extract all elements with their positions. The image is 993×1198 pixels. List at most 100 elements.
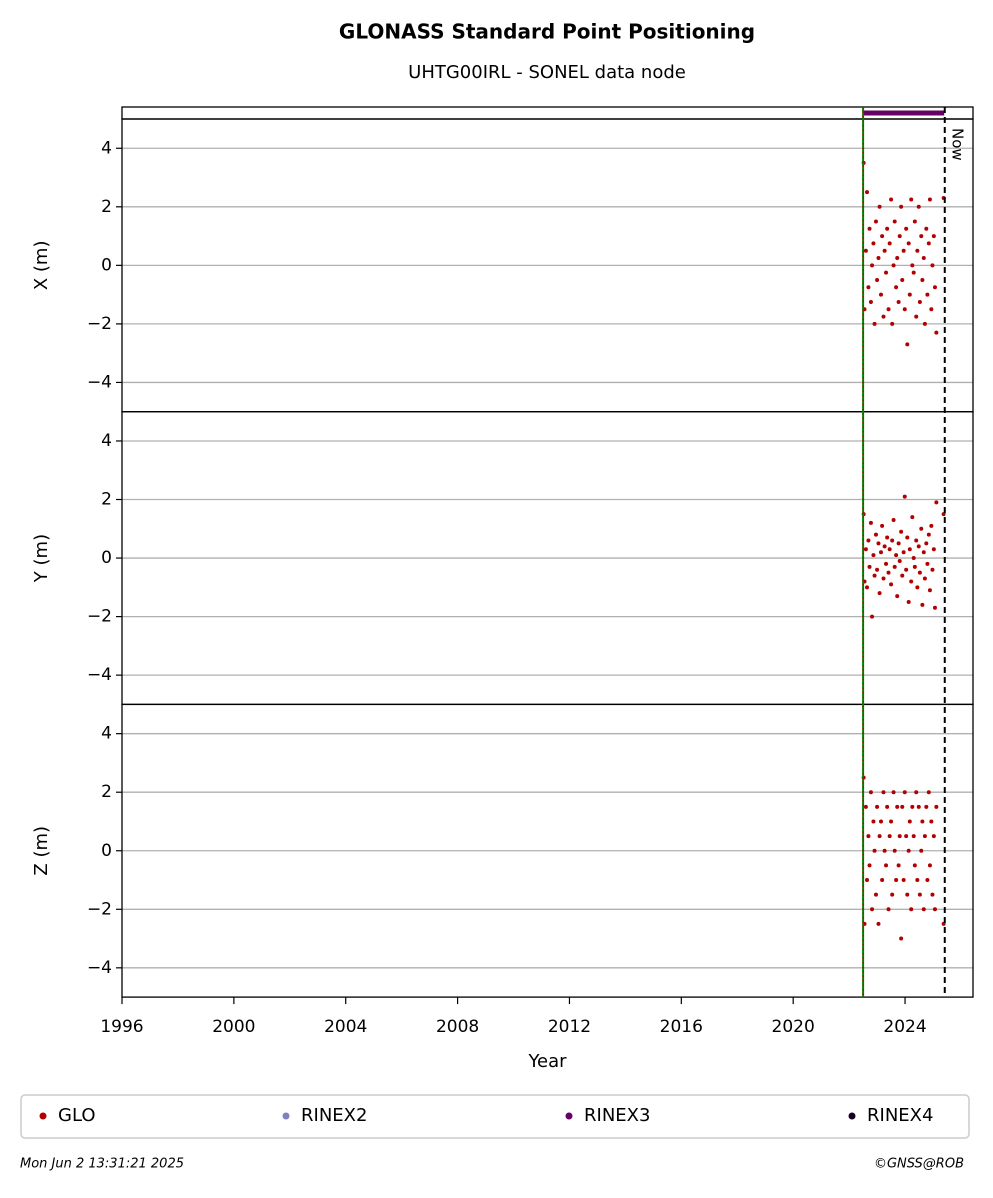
point xyxy=(905,892,910,897)
point xyxy=(868,520,873,525)
point xyxy=(910,515,915,520)
point xyxy=(891,517,896,522)
point xyxy=(865,190,870,195)
point xyxy=(880,878,885,883)
point xyxy=(873,219,878,224)
point xyxy=(866,285,871,290)
point xyxy=(894,553,899,558)
point xyxy=(904,567,909,572)
point xyxy=(896,541,901,546)
point xyxy=(887,547,892,552)
point xyxy=(882,848,887,853)
point xyxy=(885,226,890,231)
point xyxy=(920,602,925,607)
x-tick-label: 2024 xyxy=(883,1017,926,1037)
point xyxy=(904,834,909,839)
point xyxy=(932,907,937,912)
y-tick-label: 2 xyxy=(101,197,112,217)
point xyxy=(931,834,936,839)
point xyxy=(894,285,899,290)
point xyxy=(865,585,870,590)
y-tick-label: −2 xyxy=(87,314,112,334)
point xyxy=(934,500,939,505)
point xyxy=(924,804,929,809)
point xyxy=(875,277,880,282)
point xyxy=(912,564,917,569)
point xyxy=(917,299,922,304)
legend-label: RINEX2 xyxy=(301,1105,367,1126)
point xyxy=(889,819,894,824)
point xyxy=(896,863,901,868)
point xyxy=(889,197,894,202)
point xyxy=(919,526,924,531)
point xyxy=(910,263,915,268)
point xyxy=(920,277,925,282)
point xyxy=(910,804,915,809)
point xyxy=(930,263,935,268)
point xyxy=(916,804,921,809)
point xyxy=(934,804,939,809)
point xyxy=(881,314,886,319)
point xyxy=(871,819,876,824)
y-tick-label: −2 xyxy=(87,607,112,627)
point xyxy=(907,819,912,824)
point xyxy=(892,219,897,224)
point xyxy=(909,197,914,202)
point xyxy=(877,834,882,839)
point xyxy=(895,594,900,599)
y-tick-label: −4 xyxy=(87,665,112,685)
point xyxy=(885,804,890,809)
point xyxy=(909,579,914,584)
point xyxy=(901,878,906,883)
point xyxy=(891,790,896,795)
point xyxy=(897,558,902,563)
point xyxy=(906,848,911,853)
point xyxy=(929,307,934,312)
point xyxy=(873,532,878,537)
point xyxy=(885,535,890,540)
point xyxy=(881,790,886,795)
point xyxy=(894,878,899,883)
point xyxy=(927,863,932,868)
now-label: Now xyxy=(948,128,966,161)
y-tick-label: 2 xyxy=(101,782,112,802)
point xyxy=(920,819,925,824)
point xyxy=(917,570,922,575)
point xyxy=(870,614,875,619)
timestamp: Mon Jun 2 13:31:21 2025 xyxy=(20,1157,184,1172)
point xyxy=(884,863,889,868)
point xyxy=(917,892,922,897)
point xyxy=(865,878,870,883)
point xyxy=(914,790,919,795)
point xyxy=(876,541,881,546)
point xyxy=(875,567,880,572)
y-tick-label: 2 xyxy=(101,490,112,510)
point xyxy=(915,878,920,883)
x-tick-label: 2008 xyxy=(436,1017,479,1037)
point xyxy=(930,892,935,897)
point xyxy=(929,819,934,824)
point xyxy=(929,523,934,528)
point xyxy=(880,523,885,528)
point xyxy=(924,541,929,546)
point xyxy=(922,576,927,581)
point xyxy=(909,907,914,912)
point xyxy=(889,582,894,587)
y-tick-label: 0 xyxy=(101,255,112,275)
y-tick-label: 4 xyxy=(101,724,112,744)
point xyxy=(914,538,919,543)
point xyxy=(891,263,896,268)
legend-marker xyxy=(565,1112,573,1120)
point xyxy=(927,588,932,593)
point xyxy=(890,892,895,897)
point xyxy=(882,248,887,253)
point xyxy=(916,204,921,209)
point xyxy=(925,561,930,566)
point xyxy=(877,591,882,596)
legend-marker xyxy=(848,1112,856,1120)
point xyxy=(911,270,916,275)
point xyxy=(932,605,937,610)
point xyxy=(907,292,912,297)
x-tick-label: 1996 xyxy=(100,1017,143,1037)
x-tick-label: 2020 xyxy=(772,1017,815,1037)
